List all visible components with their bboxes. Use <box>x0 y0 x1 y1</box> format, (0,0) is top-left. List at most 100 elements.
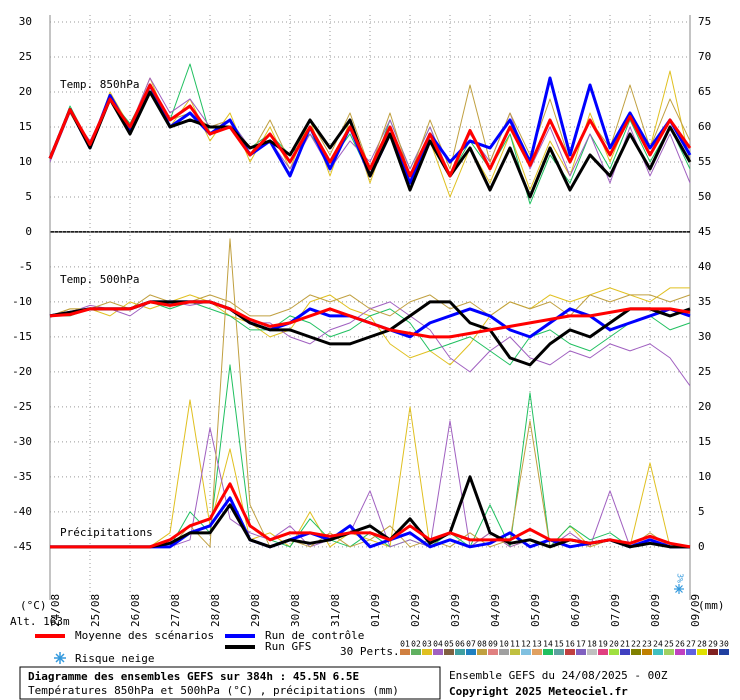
y2-tick-label: 0 <box>698 540 705 553</box>
y2-tick-label: 20 <box>698 400 711 413</box>
pert-swatch <box>411 649 421 655</box>
y2-tick-label: 15 <box>698 435 711 448</box>
series-line <box>48 90 692 199</box>
pert-swatch <box>664 649 674 655</box>
pert-swatch <box>521 649 531 655</box>
y-tick-label: -10 <box>12 295 32 308</box>
pert-swatch <box>554 649 564 655</box>
pert-number: 07 <box>466 640 476 649</box>
pert-swatch <box>510 649 520 655</box>
pert-swatch <box>719 649 729 655</box>
pert-swatch <box>576 649 586 655</box>
pert-swatch <box>444 649 454 655</box>
pert-swatch <box>697 649 707 655</box>
panel-label: Précipitations <box>60 526 153 539</box>
y2-tick-label: 40 <box>698 260 711 273</box>
x-tick-label: 09/09 <box>689 594 702 627</box>
y2-tick-label: 45 <box>698 225 711 238</box>
y-tick-label: -35 <box>12 470 32 483</box>
x-tick-label: 31/08 <box>329 594 342 627</box>
x-tick-label: 29/08 <box>249 594 262 627</box>
pert-number: 12 <box>521 640 531 649</box>
y-tick-label: 10 <box>19 155 32 168</box>
legend-label: Moyenne des scénarios <box>75 629 214 642</box>
footer-subtitle: Températures 850hPa et 500hPa (°C) , pré… <box>28 684 399 697</box>
x-tick-label: 28/08 <box>209 594 222 627</box>
y2-tick-label: 55 <box>698 155 711 168</box>
perts-label: 30 Perts. <box>340 645 400 658</box>
pert-swatch <box>466 649 476 655</box>
pert-swatch <box>488 649 498 655</box>
pert-number: 25 <box>664 640 674 649</box>
y2-tick-label: 70 <box>698 50 711 63</box>
pert-number: 01 <box>400 640 410 649</box>
pert-swatch <box>422 649 432 655</box>
pert-number: 20 <box>609 640 619 649</box>
lines <box>48 63 692 549</box>
pert-number: 27 <box>686 640 696 649</box>
pert-number: 09 <box>488 640 498 649</box>
pert-number: 18 <box>587 640 597 649</box>
perts-legend: 01 02 03 04 05 06 07 08 09 10 11 12 13 14 15 16 17 18 19 20… <box>400 640 729 655</box>
x-tick-label: 26/08 <box>129 594 142 627</box>
x-tick-label: 06/09 <box>569 594 582 627</box>
altitude: Alt. 163m <box>10 615 70 628</box>
pert-number: 24 <box>653 640 663 649</box>
footer-copyright: Copyright 2025 Meteociel.fr <box>449 685 628 698</box>
y2-tick-label: 65 <box>698 85 711 98</box>
pert-swatch <box>565 649 575 655</box>
pert-swatch <box>598 649 608 655</box>
pert-swatch <box>609 649 619 655</box>
legend-label: Run de contrôle <box>265 629 364 642</box>
pert-swatch <box>653 649 663 655</box>
series-line <box>49 294 691 317</box>
y2-tick-label: 25 <box>698 365 711 378</box>
pert-number: 05 <box>444 640 454 649</box>
pert-number: 26 <box>675 640 685 649</box>
pert-number: 28 <box>697 640 707 649</box>
y2-tick-label: 35 <box>698 295 711 308</box>
y2-tick-label: 60 <box>698 120 711 133</box>
y2-tick-label: 5 <box>698 505 705 518</box>
snow-icon <box>674 584 684 594</box>
y-tick-label: -40 <box>12 505 32 518</box>
x-tick-label: 30/08 <box>289 594 302 627</box>
pert-swatch <box>642 649 652 655</box>
x-tick-label: 24/08 <box>49 594 62 627</box>
pert-number: 04 <box>433 640 443 649</box>
pert-swatch <box>543 649 553 655</box>
y-tick-label: 25 <box>19 50 32 63</box>
pert-number: 06 <box>455 640 465 649</box>
pert-number: 03 <box>422 640 432 649</box>
y2-tick-label: 30 <box>698 330 711 343</box>
x-tick-label: 25/08 <box>89 594 102 627</box>
pert-number: 23 <box>642 640 652 649</box>
y2-tick-label: 10 <box>698 470 711 483</box>
y-tick-label: 15 <box>19 120 32 133</box>
pert-number: 15 <box>554 640 564 649</box>
pert-number: 08 <box>477 640 487 649</box>
series-line <box>49 77 691 184</box>
pert-swatch <box>499 649 509 655</box>
pert-swatch <box>675 649 685 655</box>
footer-title: Diagramme des ensembles GEFS sur 384h : … <box>28 670 359 683</box>
y-tick-label: 20 <box>19 85 32 98</box>
y-tick-label: 30 <box>19 15 32 28</box>
x-tick-label: 08/09 <box>649 594 662 627</box>
pert-number: 16 <box>565 640 575 649</box>
legend-label: Run GFS <box>265 640 311 653</box>
panel-label: Temp. 500hPa <box>60 273 139 286</box>
pert-number: 02 <box>411 640 421 649</box>
series-line <box>50 482 691 549</box>
footer-run: Ensemble GEFS du 24/08/2025 - 00Z <box>449 669 668 682</box>
y-unit: (°C) <box>20 599 47 612</box>
pert-number: 22 <box>631 640 641 649</box>
pert-swatch <box>455 649 465 655</box>
snow-percent: 3% <box>676 573 685 583</box>
y-tick-label: -45 <box>12 540 32 553</box>
footer-box <box>19 666 441 700</box>
x-tick-label: 03/09 <box>449 594 462 627</box>
x-tick-label: 01/09 <box>369 594 382 627</box>
pert-number: 14 <box>543 640 553 649</box>
